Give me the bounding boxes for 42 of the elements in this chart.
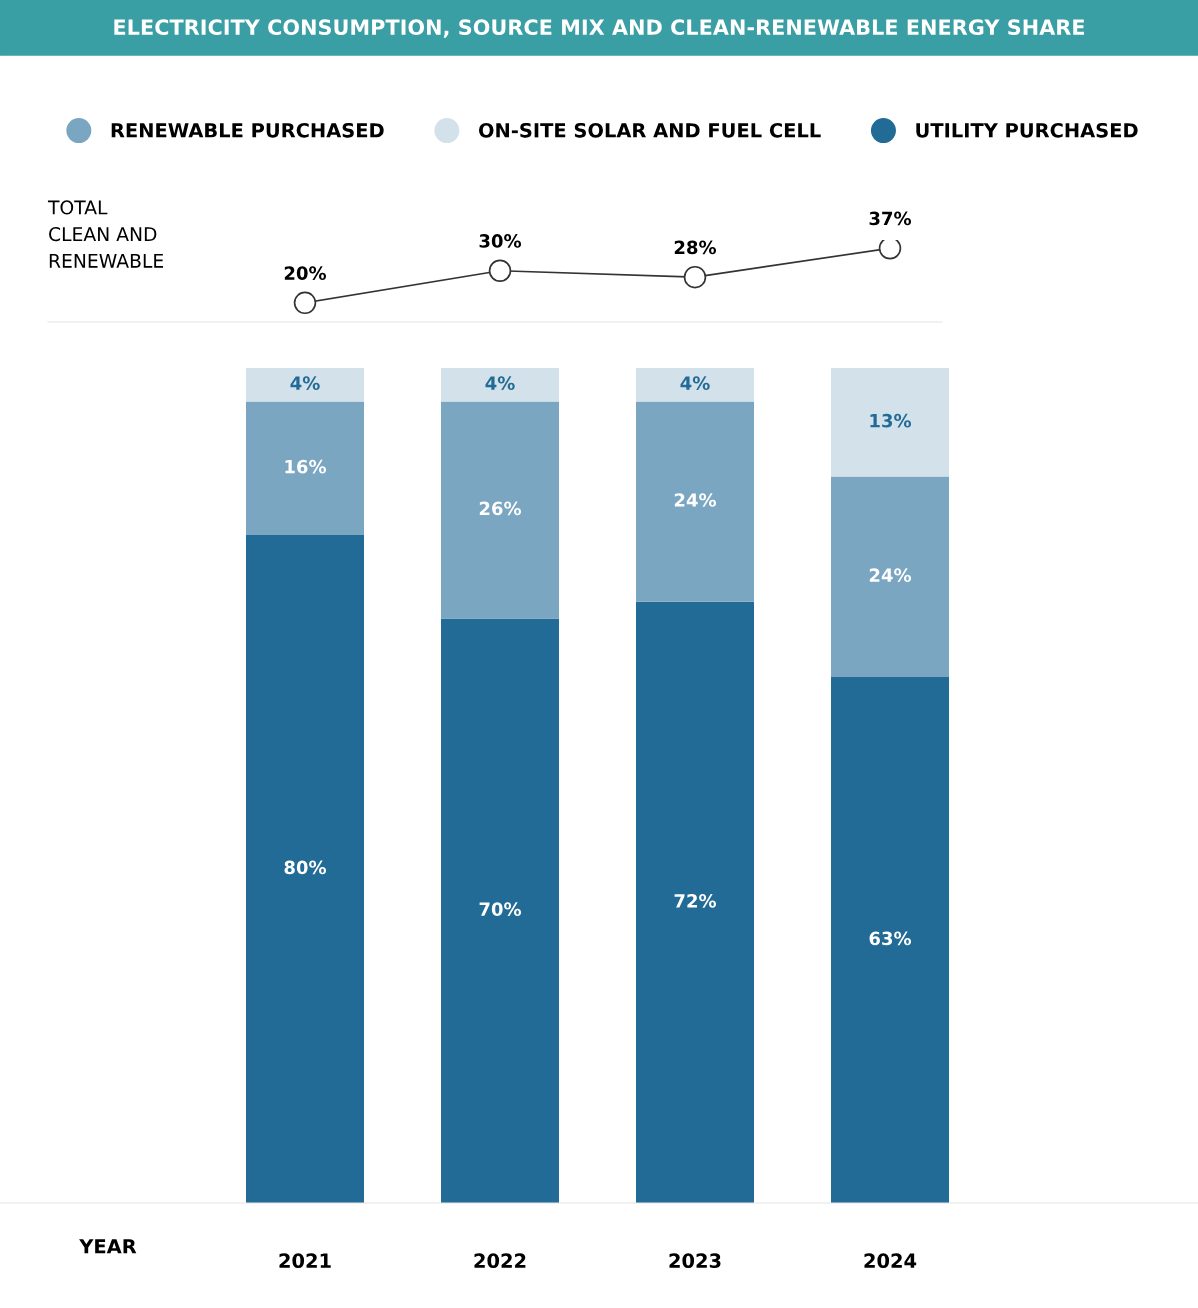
bar [246, 535, 364, 1203]
data-label: 26% [479, 501, 522, 516]
data-label: 16% [285, 459, 327, 474]
data-label: 24% [869, 568, 912, 582]
data-label: 63% [869, 931, 912, 946]
chart-title: ELECTRICITY CONSUMPTION, SOURCE MIX AND CLEAN-RENEWABLE ENERGY SHARE [114, 19, 1085, 38]
data-label: 28% [674, 240, 717, 255]
x-tick-label: 2023 [669, 1253, 721, 1269]
data-label: 4% [680, 376, 710, 390]
data-label: 80% [284, 860, 327, 875]
data-label: 70% [479, 902, 522, 916]
bar [831, 476, 949, 677]
point [878, 240, 902, 260]
bar [441, 618, 559, 1203]
x-tick-label: 2022 [474, 1253, 526, 1269]
legend-label: UTILITY PURCHASED [916, 122, 1138, 138]
legend-label: ON-SITE SOLAR AND FUEL CELL [478, 122, 821, 138]
data-label: 4% [290, 376, 320, 390]
point [293, 291, 317, 315]
bar [636, 601, 754, 1203]
x-axis-title: YEAR [79, 1239, 137, 1254]
y-axis-title: TOTAL CLEAN AND RENEWABLE [47, 200, 164, 268]
legend-label: RENEWABLE PURCHASED [111, 122, 384, 138]
data-label: 72% [674, 893, 717, 908]
bar [636, 401, 754, 602]
bar [831, 676, 949, 1203]
data-label: 37% [869, 211, 912, 226]
data-label: 24% [674, 493, 717, 507]
point [488, 259, 512, 282]
bar [441, 368, 559, 402]
bar [831, 368, 949, 477]
data-label: 20% [284, 266, 327, 280]
data-label: 13% [870, 413, 912, 428]
data-label: 4% [485, 376, 515, 390]
bar [636, 368, 754, 402]
bar [441, 401, 559, 619]
data-label: 30% [479, 234, 522, 248]
x-tick-label: 2021 [279, 1253, 331, 1269]
bar [246, 368, 364, 402]
point [683, 265, 707, 289]
bar [246, 401, 364, 535]
x-tick-label: 2024 [864, 1253, 917, 1269]
